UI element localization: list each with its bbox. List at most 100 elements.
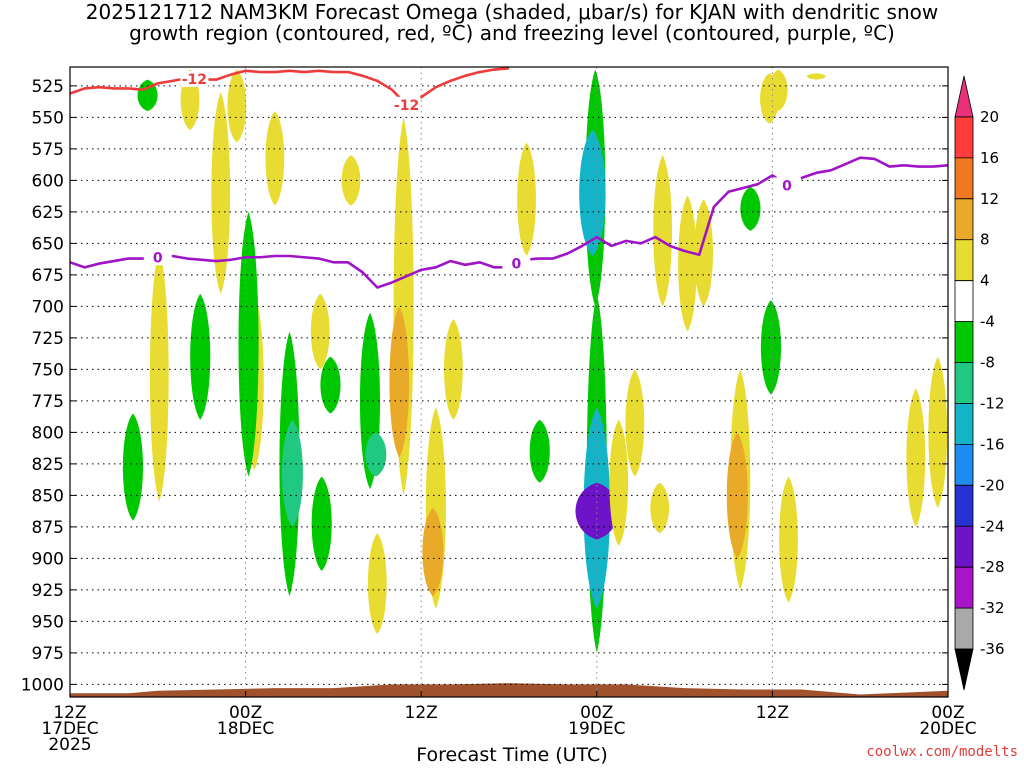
omega-region-teal-core-15 — [281, 419, 303, 527]
colorbar-label-5: -4 — [980, 313, 995, 331]
colorbar-bin-7 — [954, 362, 974, 404]
x-tick-label-0-1: 12Z — [53, 703, 86, 723]
omega-region-yellow-col-31 — [517, 142, 536, 256]
y-tick-label-775: 775 — [32, 392, 64, 412]
y-tick-label-525: 525 — [32, 77, 64, 97]
x-tick-label-60-2: 20DEC — [919, 719, 976, 739]
omega-region-yellow-col-38 — [609, 419, 629, 546]
colorbar-bin-9 — [954, 444, 974, 486]
y-axis-ticks: 525 550 575 600 625 650 675 700 725 750 775 800 825 8… — [21, 77, 948, 695]
colorbar-bin-12 — [954, 566, 974, 609]
freezing-contour-label-2: 0 — [782, 178, 792, 194]
omega-region-yellow-col-14 — [265, 111, 285, 206]
colorbar-label-10: -24 — [980, 517, 1005, 535]
omega-region-yellow-col-60 — [928, 356, 948, 508]
y-tick-label-625: 625 — [32, 203, 64, 223]
freezing-contour-label-0: 0 — [153, 250, 163, 266]
colorbar-label-11: -28 — [980, 558, 1005, 576]
omega-region-yellow-col-17 — [310, 293, 330, 370]
colorbar-label-9: -20 — [980, 476, 1005, 494]
omega-region-yellow-col-58 — [906, 388, 926, 527]
terrain-fill — [70, 683, 948, 697]
omega-region-green-col-46 — [740, 186, 761, 231]
omega-region-yellow-col-40b — [650, 482, 670, 534]
colorbar-label-2: 12 — [980, 190, 999, 208]
colorbar-bin-13 — [954, 607, 974, 650]
freezing-contour-label-bg-0 — [143, 249, 172, 266]
colorbar-bin-6 — [954, 321, 974, 363]
colorbar-label-4: 4 — [980, 272, 990, 290]
y-tick-label-800: 800 — [32, 423, 64, 443]
x-tick-label-36-2: 19DEC — [568, 719, 625, 739]
colorbar-bin-1 — [954, 116, 974, 159]
dgz-contour-line — [70, 67, 510, 107]
y-tick-label-1000: 1000 — [21, 675, 64, 695]
omega-region-yellow-col-51 — [806, 73, 826, 80]
y-tick-label-825: 825 — [32, 455, 64, 475]
y-tick-label-950: 950 — [32, 612, 64, 632]
y-tick-label-600: 600 — [32, 171, 64, 191]
omega-region-orange-core-45 — [726, 432, 748, 559]
y-tick-label-550: 550 — [32, 108, 64, 128]
terrain-area — [70, 683, 948, 697]
omega-region-teal-core-21 — [365, 432, 387, 477]
omega-region-yellow-col-40 — [653, 155, 673, 307]
y-tick-label-725: 725 — [32, 329, 64, 349]
omega-region-yellow-col-21 — [367, 533, 387, 634]
omega-region-yellow-col-06 — [149, 249, 169, 502]
omega-region-green-col-05 — [137, 79, 158, 112]
colorbar-label-13: -36 — [980, 640, 1005, 658]
omega-region-teal-core-36 — [579, 130, 606, 256]
x-tick-label-60-1: 00Z — [931, 703, 964, 723]
y-tick-label-875: 875 — [32, 518, 64, 538]
y-tick-label-900: 900 — [32, 549, 64, 569]
y-tick-label-750: 750 — [32, 360, 64, 380]
colorbar-bin-0 — [954, 75, 974, 118]
y-tick-label-700: 700 — [32, 297, 64, 317]
y-tick-label-975: 975 — [32, 644, 64, 664]
colorbar-label-6: -8 — [980, 354, 995, 372]
y-tick-label-650: 650 — [32, 234, 64, 254]
omega-region-yellow-col-49 — [779, 476, 798, 603]
contour-lines: -12 -12 0 0 0 — [70, 67, 948, 289]
x-axis-label: Forecast Time (UTC) — [416, 744, 608, 766]
y-tick-label-575: 575 — [32, 140, 64, 160]
omega-region-green-col-18 — [320, 356, 341, 414]
freezing-contour-label-1: 0 — [511, 257, 521, 273]
omega-shading — [122, 69, 948, 653]
freezing-contour-label-bg-2 — [773, 177, 802, 194]
chart-title-line2: growth region (contoured, red, ºC) and f… — [129, 21, 895, 45]
colorbar-bin-8 — [954, 403, 974, 445]
colorbar-label-12: -32 — [980, 599, 1005, 617]
omega-region-orange-core-22 — [389, 306, 410, 458]
dgz-contour-label-bg-1 — [392, 96, 421, 113]
omega-region-purple-core-37 — [575, 482, 619, 540]
grid-lines — [69, 67, 949, 697]
omega-region-green-col-17b — [311, 476, 332, 571]
colorbar-bin-14 — [954, 648, 974, 691]
colorbar-label-3: 8 — [980, 231, 990, 249]
dgz-contour-label-1: -12 — [394, 98, 419, 114]
x-tick-label-12-2: 18DEC — [217, 719, 274, 739]
plot-frame — [69, 66, 949, 698]
colorbar-bin-4 — [954, 239, 974, 282]
chart-title-line1: 2025121712 NAM3KM Forecast Omega (shaded… — [85, 0, 939, 24]
chart-title: 2025121712 NAM3KM Forecast Omega (shaded… — [0, 2, 1024, 44]
omega-region-green-col-12 — [238, 211, 259, 477]
colorbar: 20 16 12 8 4 -4 -8 -12 -16 -20 -24 -28 -32 -36 — [954, 75, 1005, 691]
y-tick-label-675: 675 — [32, 266, 64, 286]
x-tick-label-48-1: 12Z — [756, 703, 789, 723]
omega-region-orange-core-25 — [422, 508, 444, 597]
dgz-contour-label-bg-0 — [180, 70, 209, 87]
x-tick-label-0-2: 17DEC — [41, 719, 98, 739]
colorbar-label-8: -16 — [980, 435, 1005, 453]
omega-region-yellow-col-10 — [211, 92, 231, 294]
omega-region-green-col-09 — [190, 293, 211, 420]
colorbar-bin-10 — [954, 484, 974, 527]
omega-region-yellow-col-11 — [227, 69, 247, 143]
omega-region-green-col-32 — [529, 419, 550, 483]
omega-region-yellow-col-26 — [444, 319, 463, 420]
y-tick-label-850: 850 — [32, 486, 64, 506]
